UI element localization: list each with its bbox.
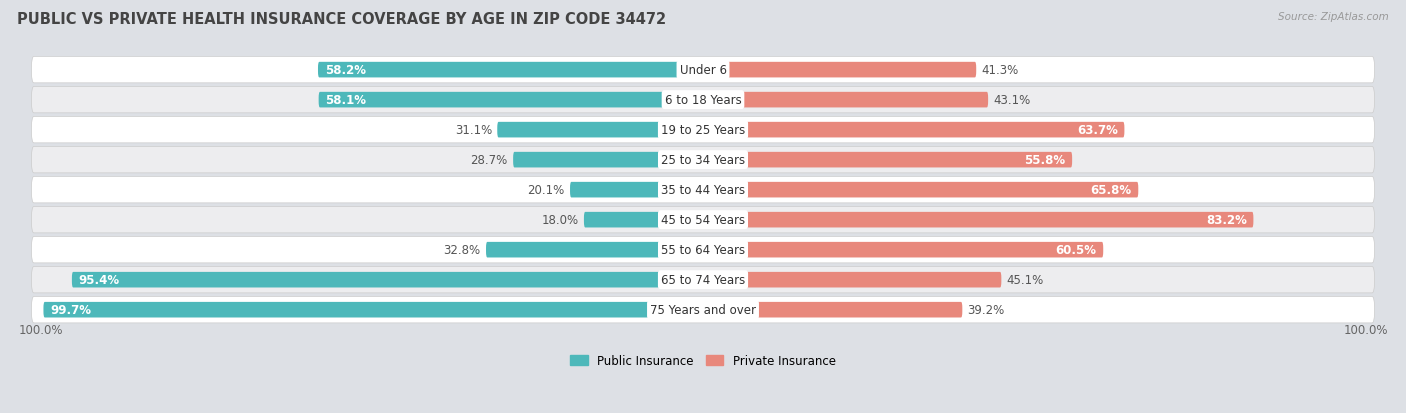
Text: 41.3%: 41.3%	[981, 64, 1019, 77]
Text: 43.1%: 43.1%	[994, 94, 1031, 107]
Text: 100.0%: 100.0%	[18, 323, 63, 336]
FancyBboxPatch shape	[31, 87, 1375, 114]
FancyBboxPatch shape	[703, 212, 1253, 228]
Text: 39.2%: 39.2%	[967, 304, 1005, 316]
Text: 18.0%: 18.0%	[541, 214, 579, 227]
Text: 45.1%: 45.1%	[1007, 273, 1043, 287]
Text: 75 Years and over: 75 Years and over	[650, 304, 756, 316]
FancyBboxPatch shape	[703, 272, 1001, 288]
Text: 55.8%: 55.8%	[1025, 154, 1066, 167]
FancyBboxPatch shape	[31, 297, 1375, 323]
Text: 6 to 18 Years: 6 to 18 Years	[665, 94, 741, 107]
FancyBboxPatch shape	[31, 57, 1375, 83]
FancyBboxPatch shape	[31, 267, 1375, 293]
FancyBboxPatch shape	[569, 183, 703, 198]
Text: 95.4%: 95.4%	[79, 273, 120, 287]
FancyBboxPatch shape	[31, 147, 1375, 173]
Text: 100.0%: 100.0%	[1343, 323, 1388, 336]
FancyBboxPatch shape	[703, 123, 1125, 138]
Text: 58.2%: 58.2%	[325, 64, 366, 77]
Text: 35 to 44 Years: 35 to 44 Years	[661, 184, 745, 197]
FancyBboxPatch shape	[44, 302, 703, 318]
FancyBboxPatch shape	[703, 242, 1104, 258]
Text: 65.8%: 65.8%	[1091, 184, 1132, 197]
Text: 58.1%: 58.1%	[325, 94, 366, 107]
Text: 63.7%: 63.7%	[1077, 124, 1118, 137]
Text: 65 to 74 Years: 65 to 74 Years	[661, 273, 745, 287]
Text: Source: ZipAtlas.com: Source: ZipAtlas.com	[1278, 12, 1389, 22]
Text: 20.1%: 20.1%	[527, 184, 565, 197]
FancyBboxPatch shape	[486, 242, 703, 258]
FancyBboxPatch shape	[703, 93, 988, 108]
Text: 60.5%: 60.5%	[1056, 244, 1097, 256]
FancyBboxPatch shape	[498, 123, 703, 138]
FancyBboxPatch shape	[31, 237, 1375, 263]
FancyBboxPatch shape	[513, 152, 703, 168]
FancyBboxPatch shape	[583, 212, 703, 228]
FancyBboxPatch shape	[31, 177, 1375, 203]
Text: 19 to 25 Years: 19 to 25 Years	[661, 124, 745, 137]
Text: 83.2%: 83.2%	[1206, 214, 1247, 227]
FancyBboxPatch shape	[703, 152, 1073, 168]
Text: 25 to 34 Years: 25 to 34 Years	[661, 154, 745, 167]
FancyBboxPatch shape	[318, 63, 703, 78]
FancyBboxPatch shape	[703, 302, 962, 318]
Legend: Public Insurance, Private Insurance: Public Insurance, Private Insurance	[565, 350, 841, 372]
Text: 31.1%: 31.1%	[454, 124, 492, 137]
FancyBboxPatch shape	[319, 93, 703, 108]
Text: 45 to 54 Years: 45 to 54 Years	[661, 214, 745, 227]
Text: 32.8%: 32.8%	[444, 244, 481, 256]
FancyBboxPatch shape	[31, 207, 1375, 233]
Text: 28.7%: 28.7%	[471, 154, 508, 167]
Text: 55 to 64 Years: 55 to 64 Years	[661, 244, 745, 256]
Text: Under 6: Under 6	[679, 64, 727, 77]
FancyBboxPatch shape	[703, 63, 976, 78]
FancyBboxPatch shape	[31, 117, 1375, 143]
FancyBboxPatch shape	[72, 272, 703, 288]
Text: 99.7%: 99.7%	[51, 304, 91, 316]
FancyBboxPatch shape	[703, 183, 1139, 198]
Text: PUBLIC VS PRIVATE HEALTH INSURANCE COVERAGE BY AGE IN ZIP CODE 34472: PUBLIC VS PRIVATE HEALTH INSURANCE COVER…	[17, 12, 666, 27]
